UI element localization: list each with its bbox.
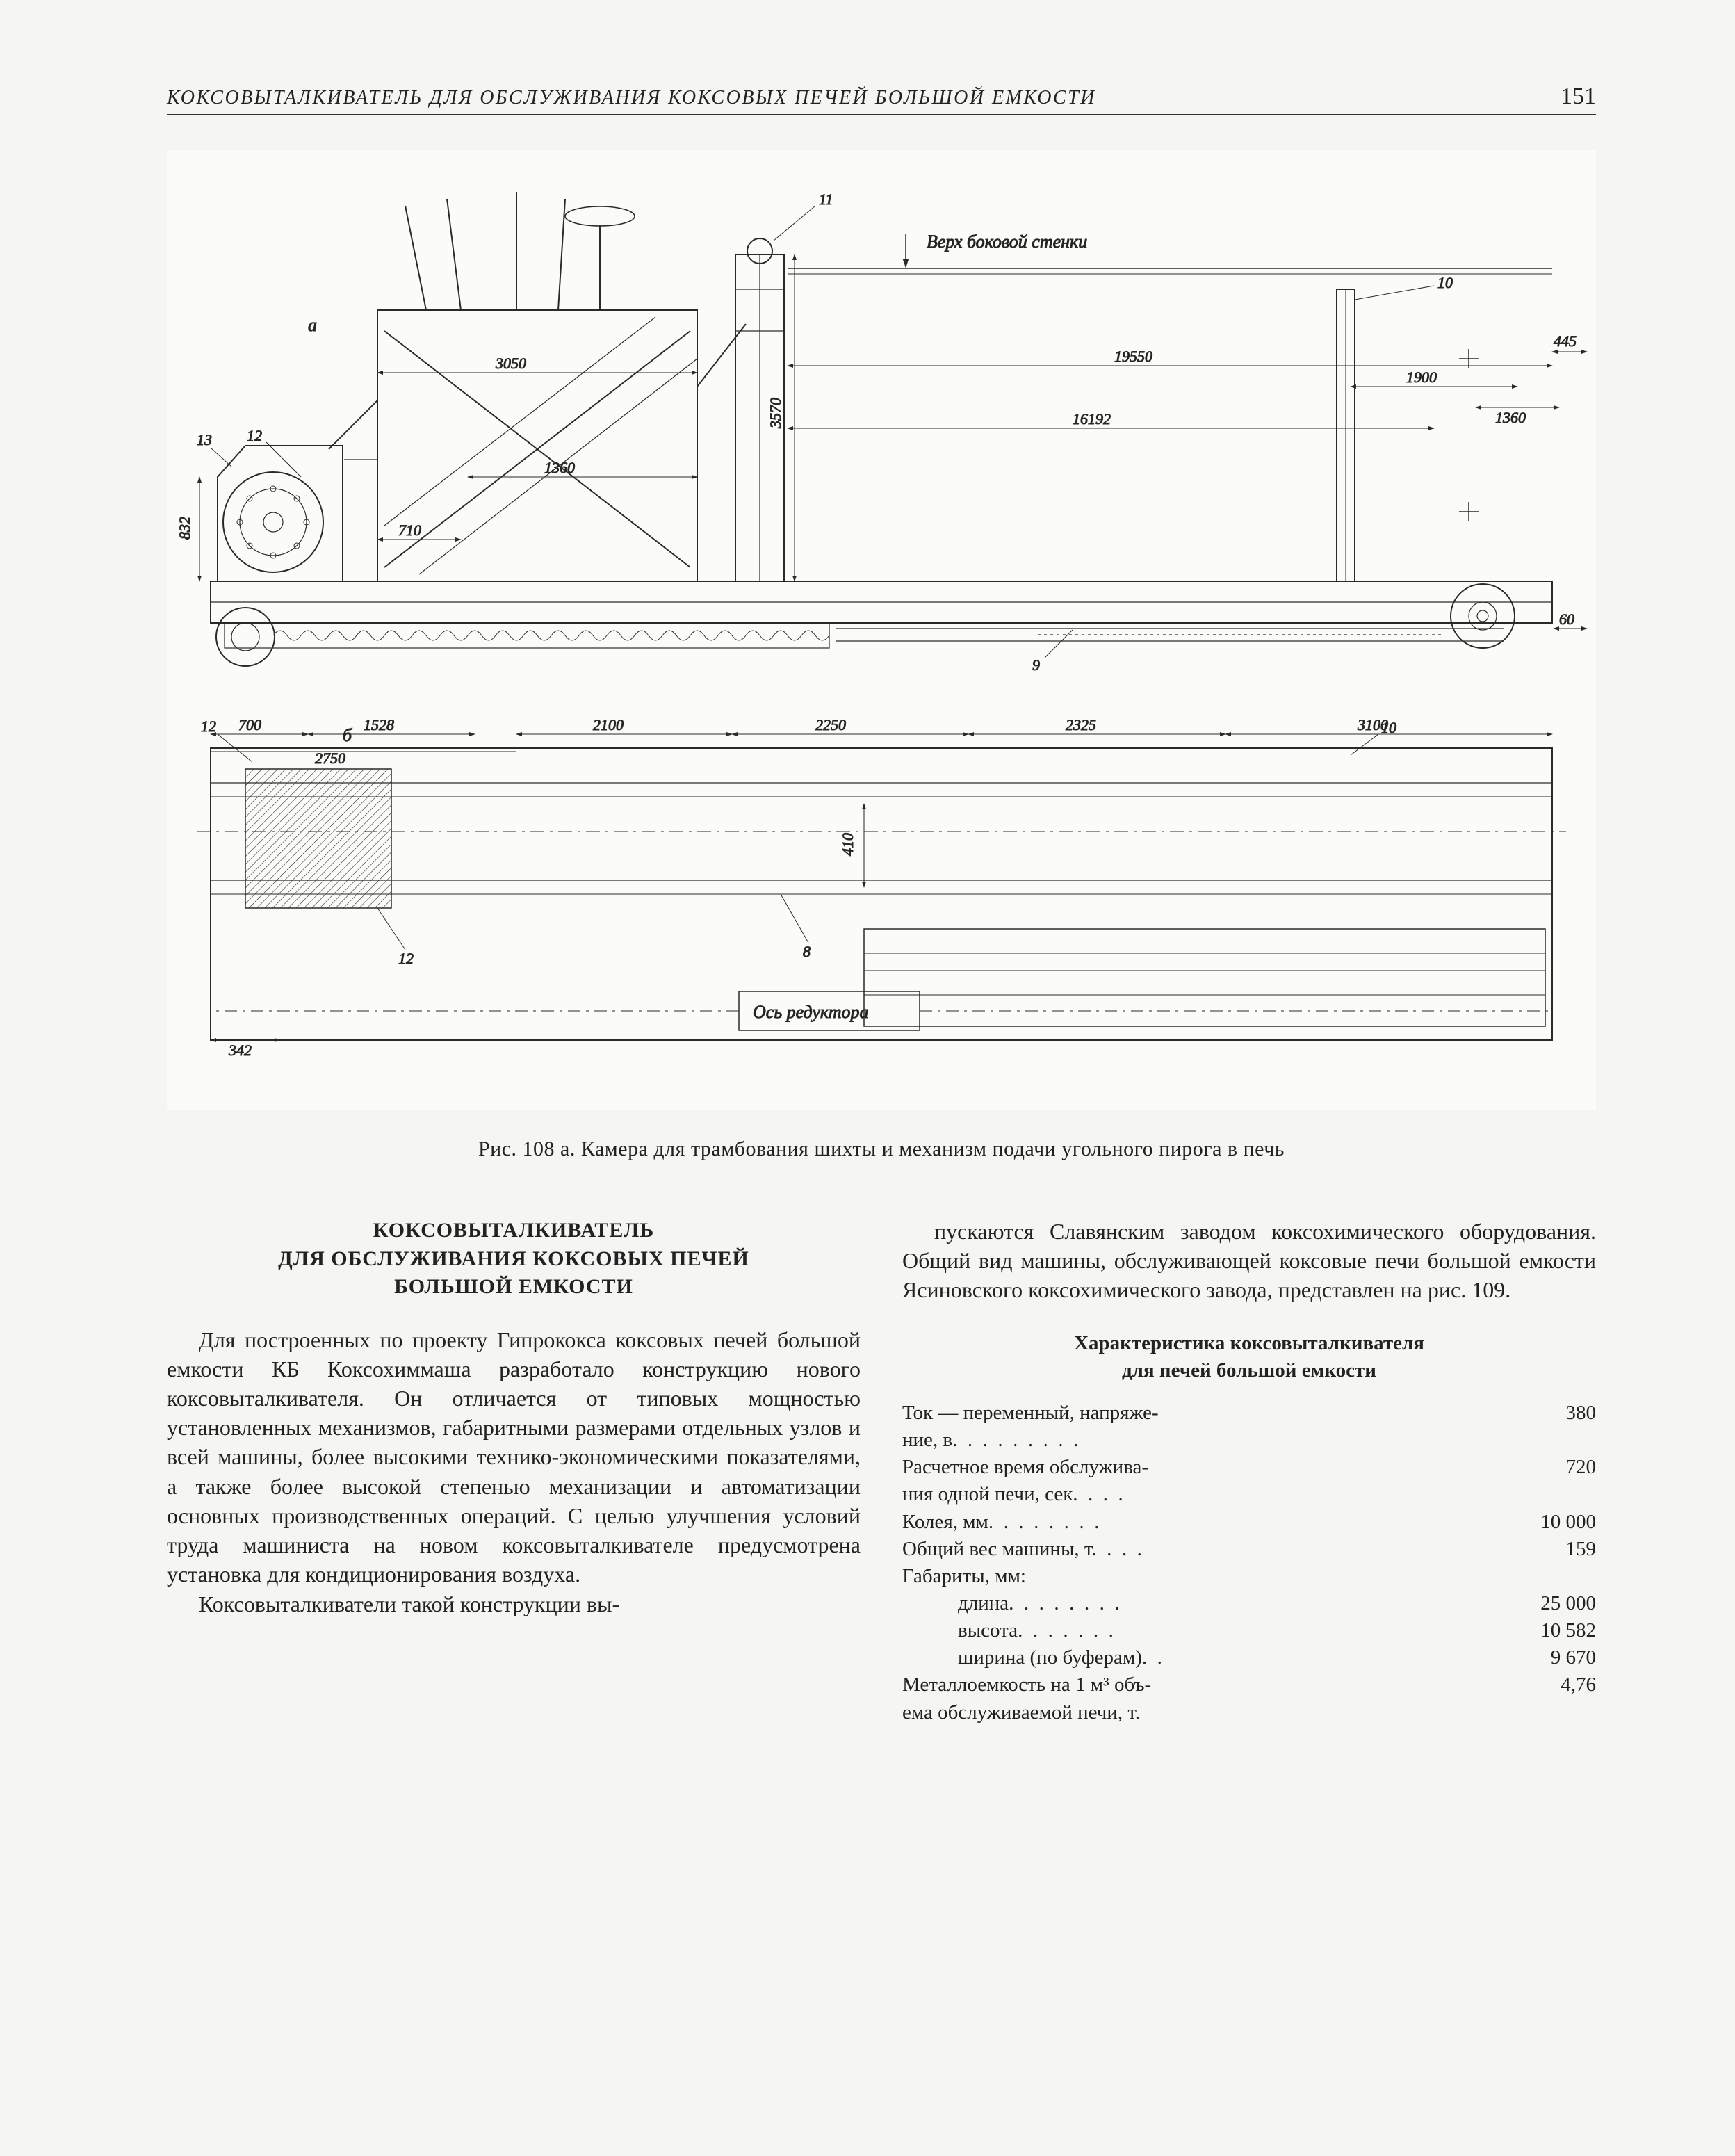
svg-text:410: 410 bbox=[839, 833, 856, 856]
figure-108a: Верх боковой стенки 10 11 13 12 bbox=[167, 150, 1596, 1110]
para-3: пускаются Славянским заводом коксохимиче… bbox=[902, 1217, 1596, 1305]
spec-value: 159 bbox=[1499, 1536, 1596, 1563]
spec-label: Общий вес машины, т. . . . bbox=[902, 1536, 1499, 1563]
svg-text:19550: 19550 bbox=[1114, 348, 1152, 365]
spec-value: 25 000 bbox=[1499, 1590, 1596, 1617]
para-1: Для построенных по проекту Гипрококса ко… bbox=[167, 1325, 861, 1589]
spec-label: Расчетное время обслужива-ния одной печи… bbox=[902, 1454, 1499, 1508]
svg-text:12: 12 bbox=[201, 718, 216, 735]
svg-text:2100: 2100 bbox=[593, 716, 624, 733]
svg-text:13: 13 bbox=[197, 431, 212, 448]
article-columns: КОКСОВЫТАЛКИВАТЕЛЬДЛЯ ОБСЛУЖИВАНИЯ КОКСО… bbox=[167, 1217, 1596, 1726]
svg-text:2325: 2325 bbox=[1066, 716, 1096, 733]
label-reducer-axis: Ось редуктора bbox=[753, 1002, 869, 1022]
spec-table: Ток — переменный, напряже-ние, в. . . . … bbox=[902, 1400, 1596, 1726]
spec-label: Металлоемкость на 1 м³ объ-ема обслужива… bbox=[902, 1671, 1499, 1726]
spec-row: ширина (по буферам). .9 670 bbox=[902, 1644, 1596, 1671]
label-a: а bbox=[308, 315, 317, 335]
svg-text:710: 710 bbox=[398, 521, 421, 539]
spec-label: высота. . . . . . . bbox=[902, 1617, 1499, 1644]
spec-row: Колея, мм. . . . . . . .10 000 bbox=[902, 1509, 1596, 1536]
spec-row: Расчетное время обслужива-ния одной печи… bbox=[902, 1454, 1596, 1508]
svg-text:1528: 1528 bbox=[364, 716, 394, 733]
svg-text:832: 832 bbox=[176, 517, 193, 540]
spec-label: длина. . . . . . . . bbox=[902, 1590, 1499, 1617]
svg-text:1900: 1900 bbox=[1406, 368, 1437, 386]
svg-text:12: 12 bbox=[247, 427, 262, 444]
article-heading: КОКСОВЫТАЛКИВАТЕЛЬДЛЯ ОБСЛУЖИВАНИЯ КОКСО… bbox=[167, 1217, 861, 1302]
spec-value: 10 582 bbox=[1499, 1617, 1596, 1644]
svg-text:1360: 1360 bbox=[544, 459, 575, 476]
spec-label: Ток — переменный, напряже-ние, в. . . . … bbox=[902, 1400, 1499, 1454]
page-header: КОКСОВЫТАЛКИВАТЕЛЬ ДЛЯ ОБСЛУЖИВАНИЯ КОКС… bbox=[167, 83, 1596, 115]
engineering-drawing: Верх боковой стенки 10 11 13 12 bbox=[167, 150, 1596, 1110]
spec-title: Характеристика коксовыталкивателядля печ… bbox=[902, 1330, 1596, 1384]
svg-text:8: 8 bbox=[803, 943, 811, 960]
running-head: КОКСОВЫТАЛКИВАТЕЛЬ ДЛЯ ОБСЛУЖИВАНИЯ КОКС… bbox=[167, 87, 1096, 109]
spec-value: 4,76 bbox=[1499, 1671, 1596, 1699]
para-2: Коксовыталкиватели такой конструкции вы- bbox=[167, 1589, 861, 1619]
svg-text:9: 9 bbox=[1032, 656, 1040, 674]
page-number: 151 bbox=[1561, 83, 1596, 110]
column-left: КОКСОВЫТАЛКИВАТЕЛЬДЛЯ ОБСЛУЖИВАНИЯ КОКСО… bbox=[167, 1217, 861, 1726]
column-right: пускаются Славянским заводом коксохимиче… bbox=[902, 1217, 1596, 1726]
svg-text:3570: 3570 bbox=[767, 398, 784, 429]
svg-text:60: 60 bbox=[1559, 610, 1574, 628]
spec-value: 10 000 bbox=[1499, 1509, 1596, 1536]
spec-label: Габариты, мм: bbox=[902, 1563, 1499, 1590]
spec-row: Ток — переменный, напряже-ние, в. . . . … bbox=[902, 1400, 1596, 1454]
svg-text:445: 445 bbox=[1554, 332, 1577, 350]
spec-value: 9 670 bbox=[1499, 1644, 1596, 1671]
svg-text:3050: 3050 bbox=[495, 355, 526, 372]
spec-row: Габариты, мм: bbox=[902, 1563, 1596, 1590]
svg-text:11: 11 bbox=[819, 191, 833, 208]
svg-text:342: 342 bbox=[228, 1041, 252, 1059]
figure-caption: Рис. 108 а. Камера для трамбования шихты… bbox=[167, 1137, 1596, 1161]
label-b: б bbox=[343, 725, 352, 745]
spec-row: Общий вес машины, т. . . .159 bbox=[902, 1536, 1596, 1563]
label-top-wall: Верх боковой стенки bbox=[927, 232, 1087, 252]
svg-text:2250: 2250 bbox=[815, 716, 846, 733]
svg-text:1360: 1360 bbox=[1495, 409, 1526, 426]
spec-value: 720 bbox=[1499, 1454, 1596, 1481]
spec-row: длина. . . . . . . .25 000 bbox=[902, 1590, 1596, 1617]
spec-label: Колея, мм. . . . . . . . bbox=[902, 1509, 1499, 1536]
svg-text:2750: 2750 bbox=[315, 749, 345, 767]
spec-value: 380 bbox=[1499, 1400, 1596, 1427]
spec-label: ширина (по буферам). . bbox=[902, 1644, 1499, 1671]
spec-row: Металлоемкость на 1 м³ объ-ема обслужива… bbox=[902, 1671, 1596, 1726]
svg-text:12: 12 bbox=[398, 950, 414, 967]
svg-text:3100: 3100 bbox=[1357, 716, 1388, 733]
svg-text:10: 10 bbox=[1437, 274, 1453, 291]
svg-text:700: 700 bbox=[238, 716, 261, 733]
spec-row: высота. . . . . . .10 582 bbox=[902, 1617, 1596, 1644]
svg-text:16192: 16192 bbox=[1073, 410, 1111, 428]
